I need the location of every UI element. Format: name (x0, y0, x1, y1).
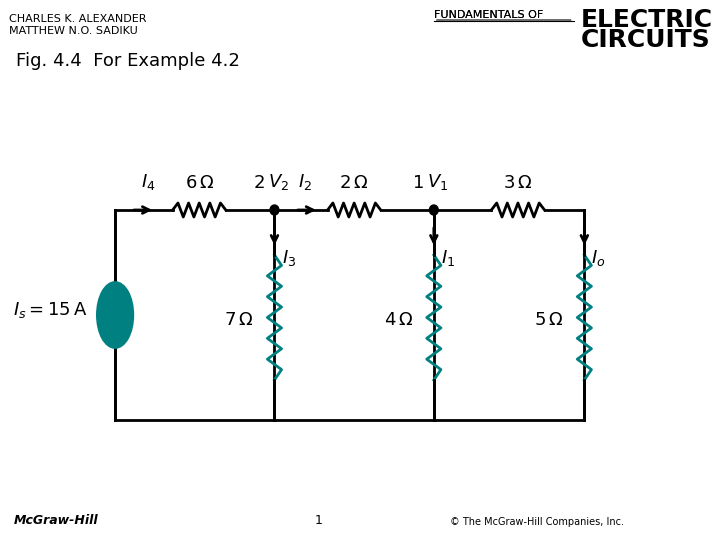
Text: $1$: $1$ (412, 174, 424, 192)
Text: $2\,\Omega$: $2\,\Omega$ (339, 174, 369, 192)
Text: MATTHEW N.O. SADIKU: MATTHEW N.O. SADIKU (9, 26, 138, 36)
Text: $I_2$: $I_2$ (298, 172, 312, 192)
Circle shape (270, 205, 279, 215)
Text: $3\,\Omega$: $3\,\Omega$ (503, 174, 533, 192)
Text: $I_o$: $I_o$ (591, 248, 606, 268)
Text: $V_1$: $V_1$ (427, 172, 448, 192)
Text: McGraw-Hill: McGraw-Hill (13, 514, 98, 527)
Text: $I_3$: $I_3$ (282, 248, 296, 268)
Text: $I_s = 15\,\mathrm{A}$: $I_s = 15\,\mathrm{A}$ (13, 300, 88, 320)
Text: CIRCUITS: CIRCUITS (581, 28, 711, 52)
Text: $I_4$: $I_4$ (141, 172, 156, 192)
Ellipse shape (97, 282, 132, 348)
Text: $7\,\Omega$: $7\,\Omega$ (225, 311, 253, 329)
Text: $4\,\Omega$: $4\,\Omega$ (384, 311, 413, 329)
Text: $5\,\Omega$: $5\,\Omega$ (534, 311, 564, 329)
Text: CHARLES K. ALEXANDER: CHARLES K. ALEXANDER (9, 14, 146, 24)
Text: © The McGraw-Hill Companies, Inc.: © The McGraw-Hill Companies, Inc. (450, 517, 624, 527)
Text: $I_1$: $I_1$ (441, 248, 455, 268)
Text: FUNDAMENTALS OF: FUNDAMENTALS OF (434, 10, 543, 20)
Text: $V_2$: $V_2$ (269, 172, 289, 192)
Circle shape (429, 205, 438, 215)
Text: Fig. 4.4  For Example 4.2: Fig. 4.4 For Example 4.2 (16, 52, 240, 70)
Text: 1: 1 (315, 514, 323, 527)
Text: $6\,\Omega$: $6\,\Omega$ (184, 174, 214, 192)
Text: $2$: $2$ (253, 174, 264, 192)
Text: FUNDAMENTALS OF: FUNDAMENTALS OF (434, 10, 543, 20)
Text: ELECTRIC: ELECTRIC (581, 8, 713, 32)
